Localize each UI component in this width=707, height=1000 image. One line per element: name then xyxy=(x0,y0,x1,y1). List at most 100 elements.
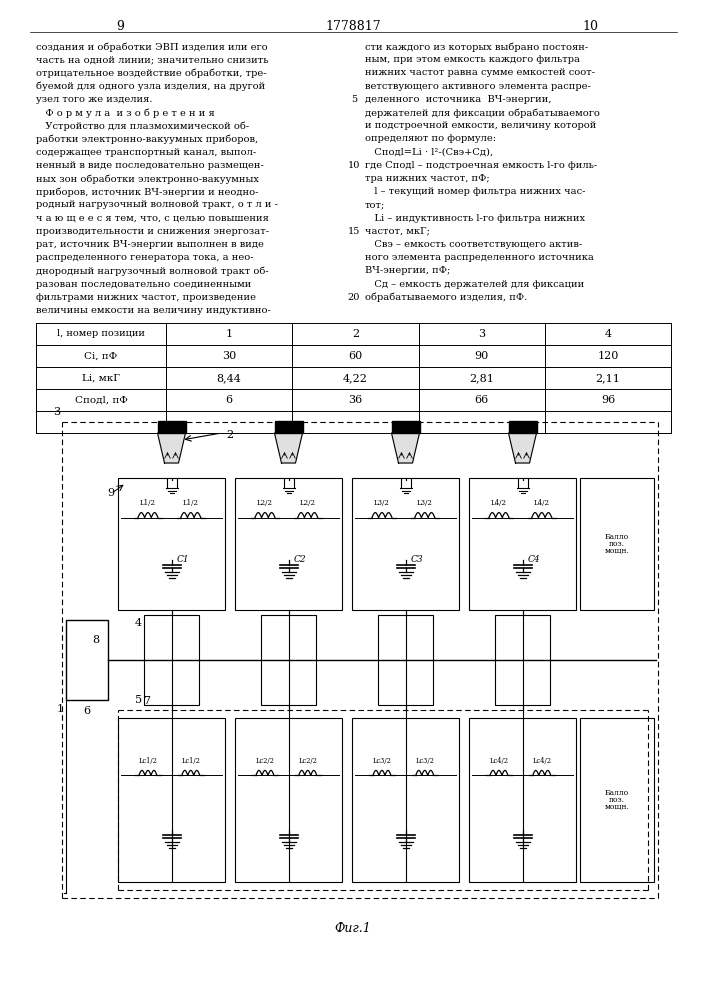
Text: буемой для одного узла изделия, на другой: буемой для одного узла изделия, на друго… xyxy=(36,82,265,91)
Text: Балло: Балло xyxy=(605,533,629,541)
Text: 30: 30 xyxy=(222,351,236,361)
Text: C3: C3 xyxy=(411,555,423,564)
Polygon shape xyxy=(274,421,303,433)
Bar xyxy=(118,718,225,882)
Text: Lc4/2: Lc4/2 xyxy=(532,757,551,765)
Text: поз.: поз. xyxy=(609,540,625,548)
Text: Ф о р м у л а  и з о б р е т е н и я: Ф о р м у л а и з о б р е т е н и я xyxy=(36,108,215,117)
Text: Lc1/2: Lc1/2 xyxy=(139,757,158,765)
Text: держателей для фиксации обрабатываемого: держателей для фиксации обрабатываемого xyxy=(365,108,600,117)
Text: Cподl, пФ: Cподl, пФ xyxy=(74,395,127,404)
Text: Lc2/2: Lc2/2 xyxy=(255,757,274,765)
Text: мощн.: мощн. xyxy=(604,547,629,555)
Text: Устройство для плазмохимической об-: Устройство для плазмохимической об- xyxy=(36,121,250,131)
Text: узел того же изделия.: узел того же изделия. xyxy=(36,95,153,104)
Text: рат, источник ВЧ-энергии выполнен в виде: рат, источник ВЧ-энергии выполнен в виде xyxy=(36,240,264,249)
Text: 96: 96 xyxy=(601,395,615,405)
Text: ного элемента распределенного источника: ного элемента распределенного источника xyxy=(365,253,594,262)
Polygon shape xyxy=(508,421,537,433)
Text: 9: 9 xyxy=(107,488,114,498)
Text: 2: 2 xyxy=(226,430,233,440)
Text: 2: 2 xyxy=(352,329,359,339)
Text: содержащее транспортный канал, выпол-: содержащее транспортный канал, выпол- xyxy=(36,148,256,157)
Text: родный нагрузочный волновой тракт, о т л и -: родный нагрузочный волновой тракт, о т л… xyxy=(36,200,278,209)
Text: ных зон обработки электронно-вакуумных: ных зон обработки электронно-вакуумных xyxy=(36,174,259,184)
Text: l, номер позиции: l, номер позиции xyxy=(57,330,145,338)
Bar xyxy=(580,718,654,882)
Text: 1: 1 xyxy=(226,329,233,339)
Text: 4,22: 4,22 xyxy=(343,373,368,383)
Text: 60: 60 xyxy=(349,351,363,361)
Text: L3/2: L3/2 xyxy=(417,499,433,507)
Text: L2/2: L2/2 xyxy=(257,499,273,507)
Text: Cвэ – емкость соответствующего актив-: Cвэ – емкость соответствующего актив- xyxy=(365,240,583,249)
Text: частот, мкГ;: частот, мкГ; xyxy=(365,227,430,236)
Text: определяют по формуле:: определяют по формуле: xyxy=(365,134,496,143)
Text: 3: 3 xyxy=(53,407,60,417)
Bar xyxy=(469,478,576,610)
Text: создания и обработки ЭВП изделия или его: создания и обработки ЭВП изделия или его xyxy=(36,42,268,51)
Text: деленного  источника  ВЧ-энергии,: деленного источника ВЧ-энергии, xyxy=(365,95,551,104)
Text: производительности и снижения энергозат-: производительности и снижения энергозат- xyxy=(36,227,269,236)
Text: 90: 90 xyxy=(474,351,489,361)
Text: днородный нагрузочный волновой тракт об-: днородный нагрузочный волновой тракт об- xyxy=(36,266,269,276)
Polygon shape xyxy=(392,433,419,463)
Bar xyxy=(235,718,342,882)
Bar xyxy=(378,615,433,705)
Text: Lc2/2: Lc2/2 xyxy=(298,757,317,765)
Text: 36: 36 xyxy=(349,395,363,405)
Bar xyxy=(66,620,108,700)
Text: мощн.: мощн. xyxy=(604,803,629,811)
Text: Ci, пФ: Ci, пФ xyxy=(84,352,117,360)
Text: работки электронно-вакуумных приборов,: работки электронно-вакуумных приборов, xyxy=(36,134,258,144)
Text: L4/2: L4/2 xyxy=(491,499,507,507)
Text: и подстроечной емкости, величину которой: и подстроечной емкости, величину которой xyxy=(365,121,597,130)
Text: 20: 20 xyxy=(348,293,360,302)
Bar xyxy=(352,478,459,610)
Text: 5: 5 xyxy=(351,95,357,104)
Text: C2: C2 xyxy=(293,555,306,564)
Text: Cподl=Li · l²-(Cвэ+Cд),: Cподl=Li · l²-(Cвэ+Cд), xyxy=(365,148,493,157)
Text: 4: 4 xyxy=(135,618,142,628)
Text: 15: 15 xyxy=(348,227,360,236)
Text: тра нижних частот, пФ;: тра нижних частот, пФ; xyxy=(365,174,490,183)
Text: Lc3/2: Lc3/2 xyxy=(373,757,392,765)
Text: фильтрами нижних частот, произведение: фильтрами нижних частот, произведение xyxy=(36,293,256,302)
Text: 120: 120 xyxy=(597,351,619,361)
Text: L1/2: L1/2 xyxy=(140,499,156,507)
Text: L4/2: L4/2 xyxy=(534,499,550,507)
Text: ненный в виде последовательно размещен-: ненный в виде последовательно размещен- xyxy=(36,161,264,170)
Bar xyxy=(118,478,225,610)
Text: 8: 8 xyxy=(92,635,99,645)
Text: поз.: поз. xyxy=(609,796,625,804)
Text: 2,81: 2,81 xyxy=(469,373,494,383)
Text: 9: 9 xyxy=(116,20,124,33)
Text: часть на одной линии; значительно снизить: часть на одной линии; значительно снизит… xyxy=(36,55,269,64)
Text: C1: C1 xyxy=(177,555,189,564)
Text: ветствующего активного элемента распре-: ветствующего активного элемента распре- xyxy=(365,82,591,91)
Polygon shape xyxy=(508,433,537,463)
Text: Lc4/2: Lc4/2 xyxy=(489,757,508,765)
Text: нижних частот равна сумме емкостей соот-: нижних частот равна сумме емкостей соот- xyxy=(365,68,595,77)
Polygon shape xyxy=(274,433,303,463)
Text: 6: 6 xyxy=(83,706,90,716)
Text: 1778817: 1778817 xyxy=(325,20,381,33)
Bar xyxy=(261,615,316,705)
Text: Фиг.1: Фиг.1 xyxy=(334,922,371,935)
Text: приборов, источник ВЧ-энергии и неодно-: приборов, источник ВЧ-энергии и неодно- xyxy=(36,187,259,197)
Text: Cд – емкость держателей для фиксации: Cд – емкость держателей для фиксации xyxy=(365,280,584,289)
Bar xyxy=(352,718,459,882)
Bar xyxy=(235,478,342,610)
Text: распределенного генератора тока, а нео-: распределенного генератора тока, а нео- xyxy=(36,253,254,262)
Text: Lc3/2: Lc3/2 xyxy=(415,757,434,765)
Bar xyxy=(144,615,199,705)
Text: 4: 4 xyxy=(604,329,612,339)
Text: 10: 10 xyxy=(582,20,598,33)
Text: C4: C4 xyxy=(527,555,540,564)
Text: сти каждого из которых выбрано постоян-: сти каждого из которых выбрано постоян- xyxy=(365,42,588,51)
Polygon shape xyxy=(158,421,185,433)
Text: ВЧ-энергии, пФ;: ВЧ-энергии, пФ; xyxy=(365,266,450,275)
Text: тот;: тот; xyxy=(365,200,385,209)
Text: ч а ю щ е е с я тем, что, с целью повышения: ч а ю щ е е с я тем, что, с целью повыше… xyxy=(36,214,269,223)
Bar xyxy=(469,718,576,882)
